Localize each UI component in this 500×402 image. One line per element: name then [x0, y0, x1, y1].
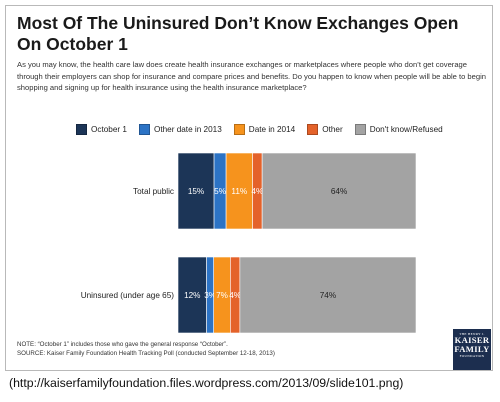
data-label: 11%: [231, 187, 247, 196]
data-label: 12%: [184, 291, 200, 300]
data-label: 74%: [320, 291, 336, 300]
source-text: SOURCE: Kaiser Family Foundation Health …: [17, 349, 275, 357]
legend-item: October 1: [76, 123, 127, 135]
legend-label: Other: [322, 124, 343, 134]
chart-title: Most Of The Uninsured Don’t Know Exchang…: [17, 13, 459, 54]
data-label: 15%: [188, 187, 204, 196]
bar-chart: Total public 15% 5% 11% 4% 64% Uninsured (unde…: [81, 152, 417, 334]
legend-label: October 1: [91, 124, 127, 134]
bar-segment: [177, 256, 207, 334]
source-url-caption: (http://kaiserfamilyfoundation.files.wor…: [9, 376, 404, 390]
logo-top-text: THE HENRY J.: [459, 332, 485, 336]
chart-legend: October 1 Other date in 2013 Date in 2014 O…: [76, 123, 455, 135]
logo-family-text: FAMILY: [454, 343, 490, 354]
data-label: 64%: [331, 187, 347, 196]
data-label: 7%: [216, 291, 228, 300]
slide-frame: Most Of The Uninsured Don’t Know Exchang…: [5, 5, 493, 371]
legend-item: Don't know/Refused: [354, 123, 443, 135]
kaiser-family-foundation-logo: THE HENRY J. KAISER FAMILY FOUNDATION: [453, 329, 491, 370]
bar-segment: [177, 152, 215, 230]
category-label: Uninsured (under age 65): [81, 291, 175, 300]
legend-swatch: [76, 123, 87, 135]
bar-segment: [239, 256, 417, 334]
category-label: Total public: [133, 187, 174, 196]
data-label: 4%: [251, 187, 263, 196]
legend-swatch: [354, 123, 366, 135]
legend-swatch: [138, 123, 150, 135]
legend-swatch: [307, 123, 319, 135]
data-label: 4%: [229, 291, 241, 300]
data-label: 3%: [204, 291, 216, 300]
survey-question: As you may know, the health care law doe…: [17, 60, 486, 93]
legend-swatch: [233, 123, 245, 135]
logo-foundation-text: FOUNDATION: [459, 354, 485, 359]
note-text: NOTE: “October 1” includes those who gav…: [17, 341, 228, 348]
chart-notes: NOTE: “October 1” includes those who gav…: [17, 341, 417, 358]
legend-label: Don't know/Refused: [369, 124, 443, 134]
legend-item: Other: [307, 123, 343, 135]
bar-segment: [261, 152, 417, 230]
legend-item: Other date in 2013: [138, 123, 222, 135]
legend-label: Date in 2014: [248, 124, 296, 134]
logo-kaiser-text: KAISER: [454, 335, 490, 345]
legend-item: Date in 2014: [233, 123, 296, 135]
bar-segment: [225, 152, 253, 230]
legend-label: Other date in 2013: [153, 124, 222, 134]
data-label: 5%: [214, 187, 226, 196]
